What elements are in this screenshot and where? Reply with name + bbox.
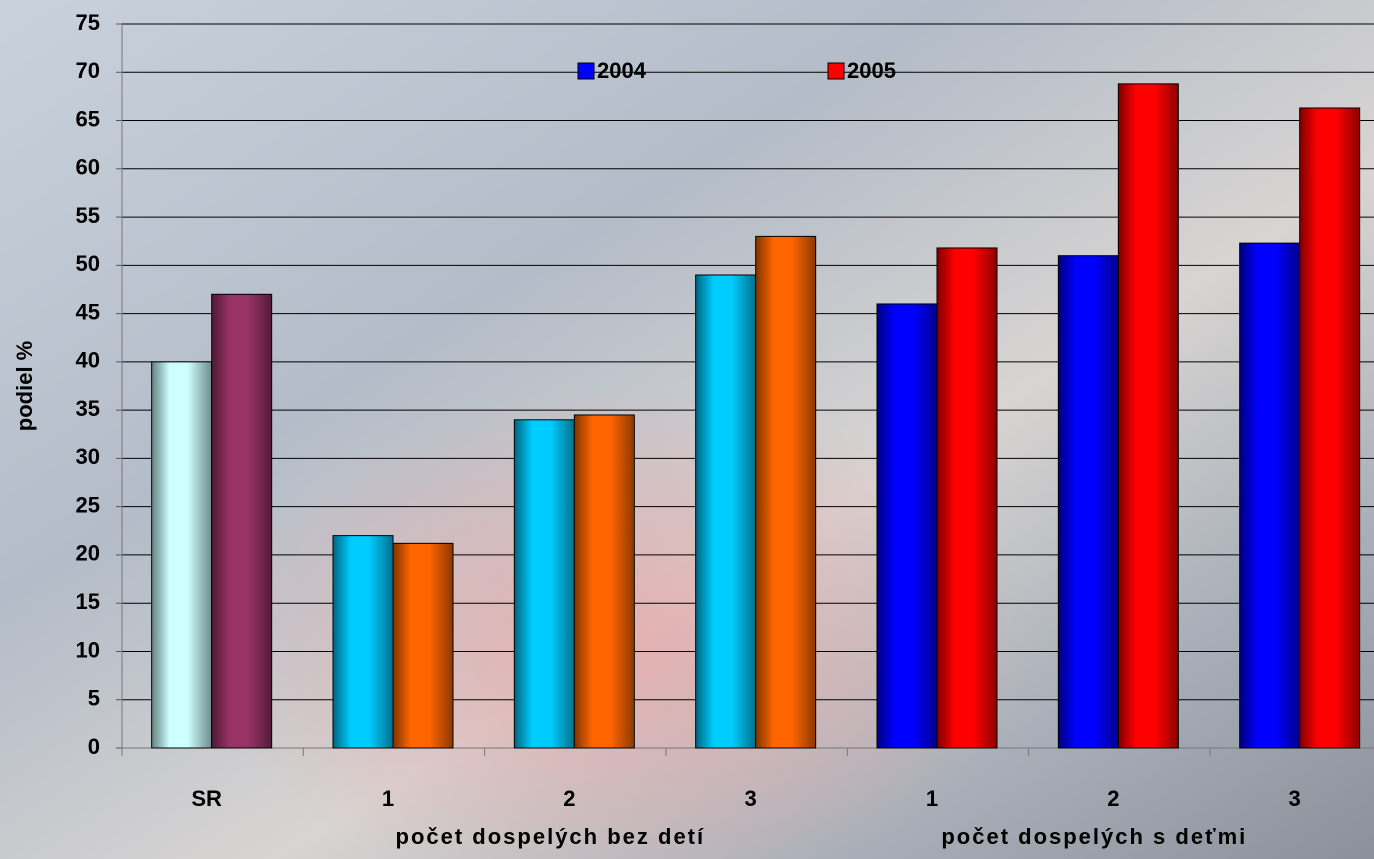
bar-shade xyxy=(211,294,272,748)
bar-shade xyxy=(574,414,635,748)
y-tick-label: 25 xyxy=(76,492,100,517)
bar-shade xyxy=(755,236,816,748)
legend-label: 2004 xyxy=(597,58,647,83)
legend-label: 2005 xyxy=(847,58,896,83)
y-tick-label: 70 xyxy=(76,58,100,83)
y-tick-label: 5 xyxy=(88,686,100,711)
group-label: počet dospelých s deťmi xyxy=(941,824,1247,849)
bar-shade xyxy=(393,543,453,748)
bar-shade xyxy=(151,361,212,748)
y-tick-label: 20 xyxy=(76,541,100,566)
y-tick-label: 30 xyxy=(76,444,100,469)
x-tick-label: 3 xyxy=(745,786,757,811)
bar-shade xyxy=(1239,243,1300,748)
y-tick-label: 75 xyxy=(76,10,100,35)
bar-shade xyxy=(695,274,756,748)
legend-swatch xyxy=(827,62,845,80)
y-tick-label: 10 xyxy=(76,637,100,662)
bar-shade xyxy=(333,535,393,748)
y-tick-label: 45 xyxy=(76,299,100,324)
bar-shade xyxy=(1058,255,1119,748)
x-tick-label: 1 xyxy=(382,786,394,811)
y-tick-label: 15 xyxy=(76,589,100,614)
bar-shade xyxy=(877,303,937,748)
x-tick-label: 2 xyxy=(1107,786,1119,811)
y-tick-label: 40 xyxy=(76,348,100,373)
y-tick-label: 50 xyxy=(76,251,100,276)
bar-shade xyxy=(514,419,575,748)
x-tick-label: 2 xyxy=(563,786,575,811)
x-tick-label: SR xyxy=(191,786,222,811)
y-tick-label: 60 xyxy=(76,155,100,180)
bar-shade xyxy=(937,247,997,748)
y-tick-label: 35 xyxy=(76,396,100,421)
x-tick-label: 1 xyxy=(926,786,938,811)
x-tick-label: 3 xyxy=(1289,786,1301,811)
y-tick-label: 55 xyxy=(76,203,100,228)
y-axis-label: podiel % xyxy=(12,341,37,431)
bar-shade xyxy=(1118,83,1179,749)
legend-swatch xyxy=(577,62,595,80)
bar-shade xyxy=(1299,107,1360,748)
y-tick-label: 0 xyxy=(88,734,100,759)
y-tick-label: 65 xyxy=(76,106,100,131)
group-label: počet dospelých bez detí xyxy=(396,824,706,849)
